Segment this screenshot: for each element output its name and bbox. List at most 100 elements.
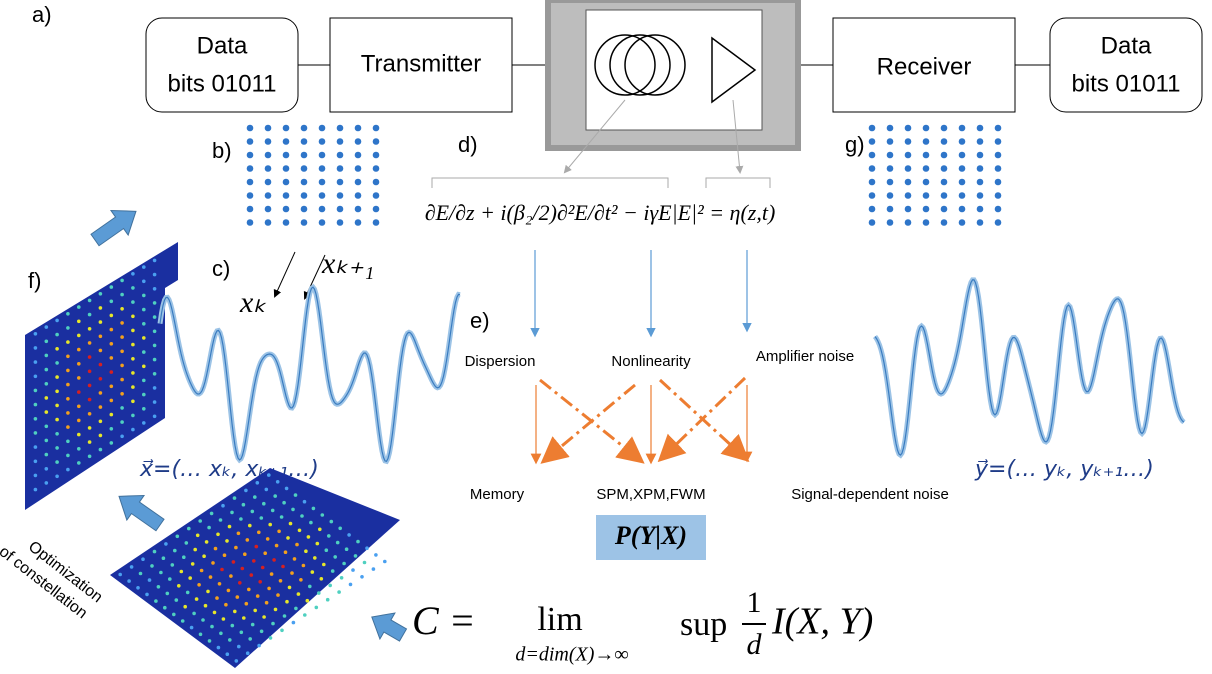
constellation-dot [923, 152, 930, 159]
heat-dot [193, 548, 197, 552]
heat-dot [77, 334, 81, 338]
heat-dot [338, 527, 342, 531]
heat-dot [164, 542, 168, 546]
heat-dot [66, 312, 70, 316]
constellation-dot [941, 192, 948, 199]
constellation-dot [265, 138, 272, 145]
heat-dot [131, 357, 135, 361]
heat-dot [306, 599, 310, 603]
heat-dot [45, 354, 49, 358]
constellation-dot [959, 179, 966, 186]
heat-dot [110, 300, 114, 304]
constellation-dot [319, 206, 326, 213]
heat-dot [263, 551, 267, 555]
heat-dot [238, 581, 242, 585]
formula-part: d=dim(X)→∞ [515, 644, 628, 666]
heat-dot [77, 461, 81, 465]
constellation-dot [995, 152, 1002, 159]
heat-dot [66, 397, 70, 401]
constellation-dot [373, 179, 380, 186]
constellation-dot [319, 138, 326, 145]
constellation-dot [869, 165, 876, 172]
heat-dot [131, 371, 135, 375]
heat-dot [271, 622, 275, 626]
heat-dot [290, 571, 294, 575]
heat-dot [197, 583, 201, 587]
heat-dot [110, 328, 114, 332]
constellation-dot [283, 165, 290, 172]
constellation-dot [923, 219, 930, 226]
heat-dot [207, 526, 211, 530]
heat-dot [142, 308, 146, 312]
constellation-dot [283, 138, 290, 145]
constellation-dot [337, 138, 344, 145]
heat-dot [231, 624, 235, 628]
heat-dot [153, 287, 157, 291]
heat-dot [272, 558, 276, 562]
constellation-dot [283, 192, 290, 199]
block-label: Transmitter [361, 50, 481, 77]
heat-dot [131, 414, 135, 418]
heat-dot [247, 588, 251, 592]
heat-dot [265, 488, 269, 492]
heat-dot [145, 593, 149, 597]
heat-dot [210, 512, 214, 516]
heat-dot [267, 473, 271, 477]
constellation-dot [977, 138, 984, 145]
heat-dot [225, 539, 229, 543]
heat-dot [120, 406, 124, 410]
heat-dot [77, 348, 81, 352]
constellation-dot [319, 179, 326, 186]
heat-dot [142, 421, 146, 425]
heat-dot [110, 370, 114, 374]
heat-dot [142, 336, 146, 340]
heat-dot [280, 515, 284, 519]
heat-dot [302, 564, 306, 568]
block-label: Receiver [877, 53, 972, 80]
constellation-dot [977, 165, 984, 172]
heat-dot [250, 573, 254, 577]
heat-dot [153, 415, 157, 419]
heat-dot [257, 531, 261, 535]
heat-dot [88, 299, 92, 303]
effect-label: Dispersion [465, 353, 536, 370]
heat-dot [245, 602, 249, 606]
heat-dot [110, 285, 114, 289]
heat-dot [309, 521, 313, 525]
heat-dot [241, 567, 245, 571]
heat-dot [300, 514, 304, 518]
outcome-label: Memory [470, 486, 525, 503]
heat-dot [299, 578, 303, 582]
heat-dot [354, 554, 358, 558]
constellation-dot [887, 192, 894, 199]
heat-dot [120, 435, 124, 439]
constellation-dot [373, 125, 380, 132]
heat-dot [246, 538, 250, 542]
heat-dot [154, 599, 158, 603]
heat-dot [183, 605, 187, 609]
heat-dot [216, 533, 220, 537]
heat-dot [313, 556, 317, 560]
heat-dot [289, 522, 293, 526]
heat-dot [356, 540, 360, 544]
heat-dot [110, 385, 114, 389]
heat-dot [204, 604, 208, 608]
heat-dot [45, 467, 49, 471]
heat-dot [168, 577, 172, 581]
heat-dot [110, 427, 114, 431]
heat-dot [232, 560, 236, 564]
capacity-formula: C = lim d=dim(X)→∞ sup 1 d I(X, Y) [412, 586, 873, 666]
heat-dot [153, 386, 157, 390]
constellation-dot [995, 219, 1002, 226]
constellation-dot [887, 138, 894, 145]
heat-dot [217, 646, 221, 650]
heat-dot [200, 569, 204, 573]
heat-dot [237, 532, 241, 536]
heat-dot [77, 447, 81, 451]
heat-dot [120, 392, 124, 396]
heat-dot [120, 279, 124, 283]
constellation-dot [977, 192, 984, 199]
heat-dot [327, 534, 331, 538]
heat-dot [267, 587, 271, 591]
heat-dot [55, 446, 59, 450]
